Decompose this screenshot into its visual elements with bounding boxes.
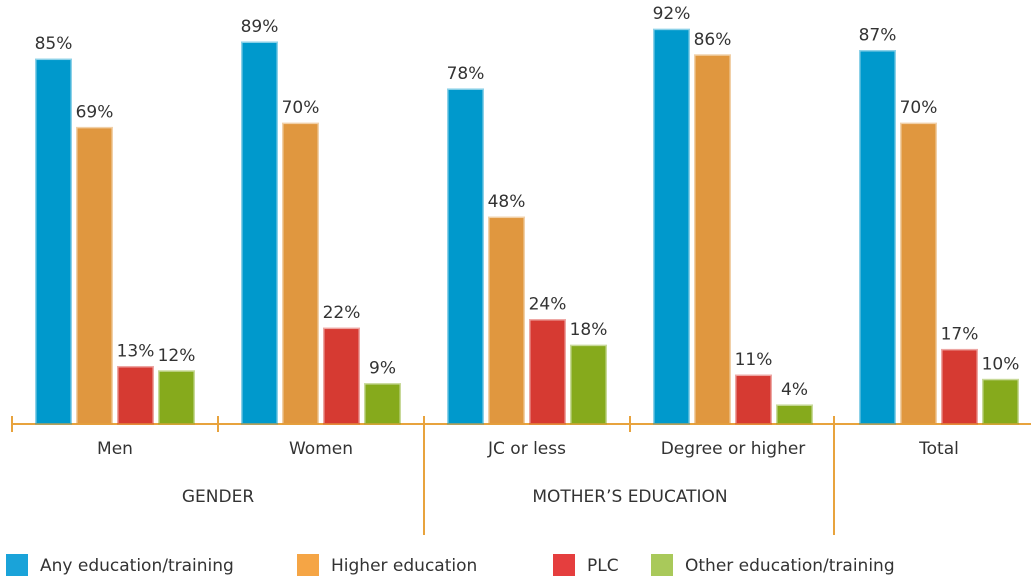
bar [76,126,113,425]
value-label: 22% [323,303,361,323]
x-tick-label: Women [289,439,353,459]
legend-label: PLC [587,556,619,576]
legend-label: Higher education [331,556,477,576]
value-label: 18% [570,320,608,340]
legend-swatch [6,554,28,576]
x-tick-label: JC or less [487,439,566,459]
bar [447,88,484,425]
bar [776,404,813,425]
value-label: 24% [529,295,567,315]
bar [735,374,772,425]
bar [488,216,525,425]
legend-swatch [553,554,575,576]
group-label: MOTHER’S EDUCATION [532,487,727,507]
value-label: 89% [241,17,279,37]
bar [982,378,1019,425]
bar [941,348,978,425]
legend-swatch [651,554,673,576]
bar [158,370,195,425]
legend-label: Other education/training [685,556,895,576]
bar [900,122,937,425]
bar [859,50,896,425]
x-tick-label: Degree or higher [661,439,806,459]
group-label: GENDER [182,487,254,507]
value-label: 78% [447,64,485,84]
bar [117,365,154,425]
legend-label: Any education/training [40,556,234,576]
value-label: 69% [76,102,114,122]
value-label: 13% [117,341,155,361]
bar [653,28,690,425]
bar [694,54,731,425]
value-label: 70% [282,98,320,118]
bar [364,383,401,425]
x-tick-label: Total [918,439,959,459]
value-label: 85% [35,34,73,54]
value-label: 70% [900,98,938,118]
value-label: 48% [488,192,526,212]
bar [323,327,360,425]
bar [570,344,607,425]
value-label: 92% [653,4,691,24]
bar [282,122,319,425]
value-label: 11% [735,350,773,370]
bar [529,319,566,425]
bar [241,41,278,425]
value-label: 9% [369,359,396,379]
value-label: 12% [158,346,196,366]
bar [35,58,72,425]
legend-swatch [297,554,319,576]
value-label: 87% [859,26,897,46]
value-label: 10% [982,354,1020,374]
value-label: 86% [694,30,732,50]
value-label: 17% [941,324,979,344]
x-tick-label: Men [97,439,133,459]
value-label: 4% [781,380,808,400]
